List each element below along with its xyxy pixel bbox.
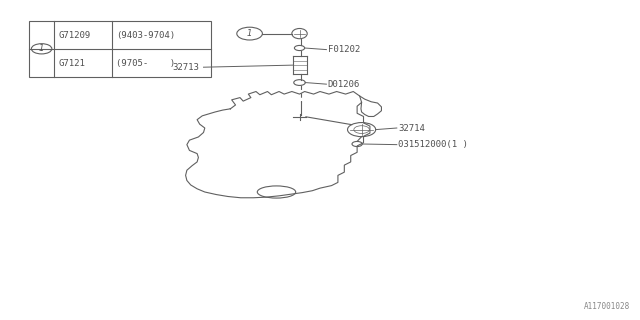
Text: (9705-    ): (9705- ) <box>116 59 175 68</box>
Text: F01202: F01202 <box>328 45 360 54</box>
Text: G71209: G71209 <box>58 31 90 40</box>
Text: 031512000(1 ): 031512000(1 ) <box>398 140 468 149</box>
Text: 1: 1 <box>247 29 252 38</box>
Text: G7121: G7121 <box>58 59 85 68</box>
Text: 1: 1 <box>39 44 44 53</box>
Bar <box>29 21 211 77</box>
Text: A117001028: A117001028 <box>584 302 630 311</box>
Text: 32713: 32713 <box>173 63 200 72</box>
Text: 32714: 32714 <box>398 124 425 132</box>
Text: (9403-9704): (9403-9704) <box>116 31 175 40</box>
Text: D01206: D01206 <box>328 80 360 89</box>
